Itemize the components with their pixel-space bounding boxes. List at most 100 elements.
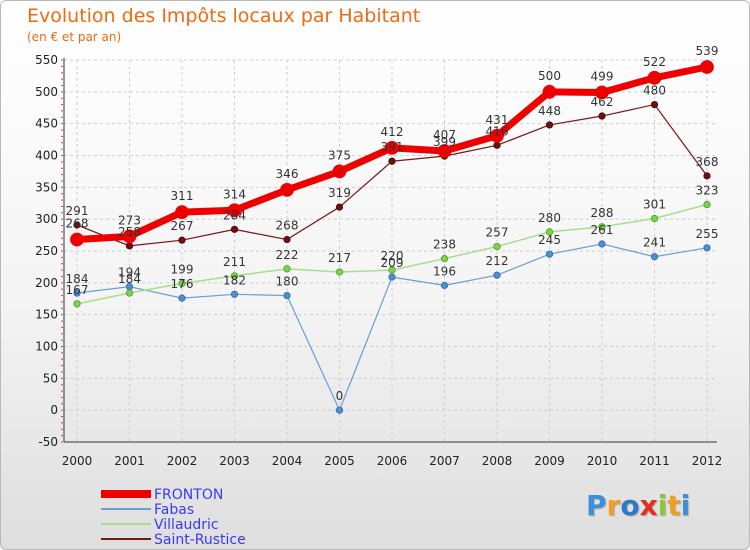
villaudric-data-label: 280: [538, 211, 561, 225]
fabas-point: [230, 290, 239, 298]
villaudric-point: [283, 265, 291, 273]
villaudric-point: [650, 214, 659, 223]
fabas-data-label: 212: [486, 254, 509, 268]
legend-label-villaudric: Villaudric: [154, 517, 219, 533]
saint-rustice-data-label: 291: [66, 204, 89, 218]
villaudric-data-label: 167: [66, 283, 89, 297]
logo-letter: o: [620, 489, 640, 522]
saint-rustice-point: [73, 221, 81, 229]
fronton-data-label: 499: [591, 69, 614, 83]
fronton-point: [437, 144, 452, 158]
fabas-point: [650, 253, 659, 261]
villaudric-point: [125, 289, 134, 297]
fronton-point: [542, 84, 557, 99]
fronton-data-label: 346: [276, 167, 299, 181]
legend-label-fabas: Fabas: [154, 502, 194, 518]
fabas-point: [178, 294, 186, 302]
saint-rustice-data-label: 480: [643, 84, 666, 98]
grid-lines: [64, 59, 717, 443]
fronton-point: [227, 203, 242, 218]
fabas-data-label: 182: [223, 273, 246, 287]
fabas-point: [440, 281, 449, 289]
saint-rustice-point: [545, 121, 554, 129]
y-tick-label: 500: [35, 85, 58, 99]
villaudric-point: [335, 268, 344, 276]
villaudric-point: [703, 200, 711, 209]
saint-rustice-data-label: 284: [223, 208, 246, 222]
chart-subtitle: (en € et par an): [27, 30, 122, 44]
x-tick-label: 2008: [482, 454, 513, 468]
y-tick-label: 150: [35, 308, 58, 322]
fabas-data-label: 196: [433, 264, 456, 278]
x-tick-label: 2003: [219, 454, 250, 468]
logo-letter: r: [606, 489, 621, 522]
fabas-point: [73, 289, 81, 297]
chart-title: Evolution des Impôts locaux par Habitant: [27, 5, 421, 27]
y-tick-label: 300: [35, 212, 58, 226]
y-tick-label: 0: [50, 403, 58, 417]
fronton-point: [490, 128, 504, 143]
fabas-point: [493, 271, 501, 279]
villaudric-point: [73, 300, 81, 308]
fronton-point: [332, 164, 347, 179]
fabas-data-label: 180: [276, 275, 299, 289]
villaudric-data-label: 288: [591, 206, 614, 220]
fabas-data-label: 194: [118, 266, 141, 280]
villaudric-data-label: 184: [118, 272, 141, 286]
data-labels: 268 273 311 314 346 375 412 407 431 500 499 522 539 1…: [66, 44, 719, 403]
y-tick-label: 100: [35, 340, 58, 354]
fabas-data-label: 209: [381, 256, 404, 270]
saint-rustice-point: [598, 112, 606, 120]
x-tick-label: 2004: [272, 454, 303, 468]
logo-letter: t: [667, 489, 681, 522]
saint-rustice-data-label: 462: [591, 95, 614, 109]
saint-rustice-data-label: 268: [276, 219, 299, 233]
fronton-point: [595, 85, 609, 100]
x-tick-label: 2001: [114, 454, 145, 468]
legend-label-fronton: FRONTON: [154, 487, 223, 503]
saint-rustice-data-label: 399: [433, 135, 456, 149]
fronton-data-label: 375: [328, 148, 351, 162]
x-tick-label: 2011: [639, 454, 670, 468]
villaudric-point: [178, 279, 186, 288]
fabas-point: [545, 250, 554, 258]
villaudric-data-label: 199: [171, 262, 194, 276]
saint-rustice-point: [650, 100, 659, 109]
villaudric-data-label: 211: [223, 255, 246, 269]
y-tick-label: 550: [35, 53, 58, 67]
fronton-point: [280, 182, 294, 197]
villaudric-point: [388, 266, 396, 274]
logo-letter: x: [639, 489, 658, 522]
y-tick-label: -50: [38, 435, 58, 449]
saint-rustice-point: [230, 225, 239, 233]
fabas-data-label: 176: [171, 277, 194, 291]
fabas-data-label: 0: [336, 389, 344, 403]
x-tick-label: 2012: [692, 454, 723, 468]
fabas-point: [388, 273, 396, 281]
fronton-data-label: 412: [381, 125, 404, 139]
saint-rustice-data-label: 258: [118, 225, 141, 239]
saint-rustice-point: [178, 236, 186, 244]
villaudric-data-label: 323: [696, 184, 719, 198]
villaudric-point: [598, 223, 606, 231]
fronton-data-label: 500: [538, 69, 561, 83]
y-tick-label: 400: [35, 149, 58, 163]
villaudric-data-label: 217: [328, 251, 351, 265]
fronton-data-label: 273: [118, 213, 141, 227]
saint-rustice-data-label: 319: [328, 186, 351, 200]
x-tick-label: 2000: [62, 454, 93, 468]
fronton-point: [70, 232, 84, 247]
fronton-data-label: 539: [696, 44, 719, 58]
y-tick-label: 50: [43, 371, 58, 385]
x-tick-label: 2002: [167, 454, 198, 468]
logo-letter: P: [586, 489, 607, 522]
x-tick-label: 2006: [377, 454, 408, 468]
fronton-data-label: 431: [486, 113, 509, 127]
saint-rustice-point: [125, 242, 134, 250]
y-tick-label: 350: [35, 180, 58, 194]
fronton-point: [700, 60, 714, 74]
x-tick-label: 2007: [429, 454, 460, 468]
